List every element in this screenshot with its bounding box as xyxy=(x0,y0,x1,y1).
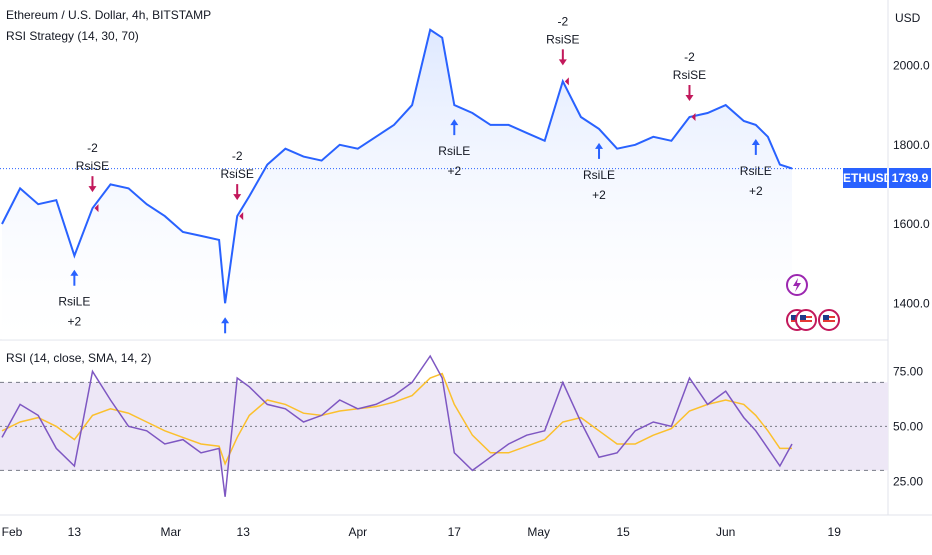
exit-marker xyxy=(94,204,99,213)
signal-qty: +2 xyxy=(447,164,461,178)
signal-label: RsiLE xyxy=(438,144,470,158)
rsi-ma-line xyxy=(1,372,792,466)
lightning-badge-icon[interactable] xyxy=(786,274,808,296)
rsi-line xyxy=(1,354,793,497)
time-tick-label: Feb xyxy=(2,525,23,539)
signal-qty: +2 xyxy=(592,188,606,202)
price-tick-label: 2000.0 xyxy=(893,58,930,72)
long-arrow-head xyxy=(221,317,230,324)
time-tick-label: 13 xyxy=(237,525,251,539)
signal-label: RsiLE xyxy=(740,164,772,178)
short-arrow-head xyxy=(88,186,97,193)
signal-qty: -2 xyxy=(87,141,98,155)
us-flag-event-icon[interactable] xyxy=(795,309,817,331)
price-area xyxy=(2,29,792,341)
long-arrow-head xyxy=(595,142,604,149)
time-tick-label: 15 xyxy=(616,525,630,539)
long-arrow-head xyxy=(450,119,459,126)
time-tick-label: 19 xyxy=(828,525,842,539)
lightning-icon xyxy=(793,278,801,292)
time-tick-label: Jun xyxy=(716,525,735,539)
signal-qty: -2 xyxy=(684,50,695,64)
chart-title: Ethereum / U.S. Dollar, 4h, BITSTAMP xyxy=(6,8,212,22)
signal-label: RsiSE xyxy=(546,32,579,46)
short-arrow-head xyxy=(685,95,694,102)
time-tick-label: May xyxy=(527,525,550,539)
price-tick-label: 1800.0 xyxy=(893,138,930,152)
rsi-tick-label: 25.00 xyxy=(893,474,923,488)
time-tick-label: 17 xyxy=(448,525,462,539)
signal-label: RsiSE xyxy=(76,159,109,173)
signal-qty: +2 xyxy=(749,184,763,198)
long-arrow-head xyxy=(751,138,760,145)
time-tick-label: 13 xyxy=(68,525,82,539)
currency-label: USD xyxy=(895,11,921,25)
signal-qty: -2 xyxy=(232,149,243,163)
price-line xyxy=(1,28,793,304)
rsi-band xyxy=(0,382,888,471)
signal-label: RsiLE xyxy=(583,168,615,182)
rsi-legend[interactable]: RSI (14, close, SMA, 14, 2) xyxy=(6,351,152,365)
flag-icon xyxy=(800,315,812,325)
time-tick-label: Apr xyxy=(348,525,367,539)
exit-marker xyxy=(691,113,696,122)
short-arrow-head xyxy=(558,59,567,66)
short-arrow-head xyxy=(233,194,242,201)
us-flag-event-icon[interactable] xyxy=(818,309,840,331)
exit-marker xyxy=(564,77,569,86)
signal-label: RsiSE xyxy=(221,167,254,181)
exit-marker xyxy=(239,212,244,221)
price-tick-label: 1600.0 xyxy=(893,217,930,231)
signal-label: RsiLE xyxy=(58,295,90,309)
flag-icon xyxy=(823,315,835,325)
signal-qty: +2 xyxy=(68,315,82,329)
signal-label: RsiSE xyxy=(673,68,706,82)
time-tick-label: Mar xyxy=(161,525,182,539)
long-arrow-head xyxy=(70,269,79,276)
price-tick-label: 1400.0 xyxy=(893,296,930,310)
rsi-tick-label: 50.00 xyxy=(893,419,923,433)
symbol-tag: ETHUSD xyxy=(843,168,892,188)
rsi-tick-label: 75.00 xyxy=(893,364,923,378)
last-price-tag: 1739.9 xyxy=(889,168,931,188)
strategy-legend[interactable]: RSI Strategy (14, 30, 70) xyxy=(6,29,139,43)
signal-qty: -2 xyxy=(558,14,569,28)
